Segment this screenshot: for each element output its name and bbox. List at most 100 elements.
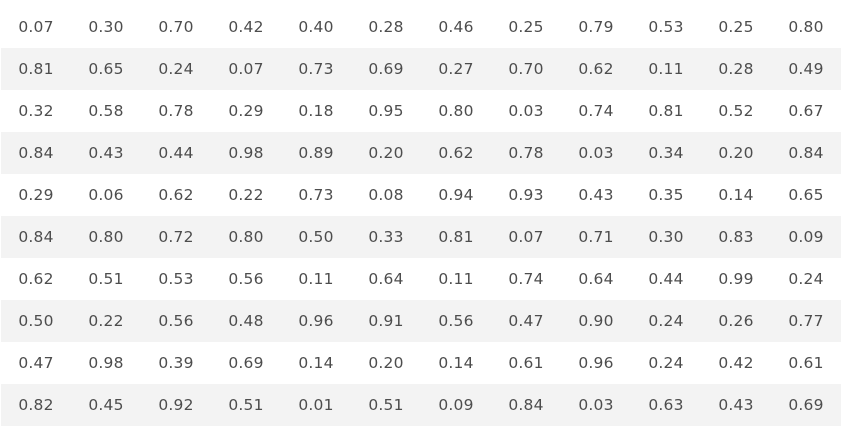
table-cell: 0.44: [631, 258, 701, 300]
table-cell: 0.82: [1, 384, 71, 426]
table-cell: 0.25: [701, 6, 771, 48]
table-cell: 0.25: [491, 6, 561, 48]
data-table: 0.07 0.30 0.70 0.42 0.40 0.28 0.46 0.25 0.79 0.53…: [1, 6, 841, 426]
table-cell: 0.69: [211, 342, 281, 384]
table-cell: 0.43: [701, 384, 771, 426]
table-row: 0.82 0.45 0.92 0.51 0.01 0.51 0.09 0.84 0.03 0.63…: [1, 384, 841, 426]
table-cell: 0.52: [701, 90, 771, 132]
table-row: 0.47 0.98 0.39 0.69 0.14 0.20 0.14 0.61 0.96 0.24…: [1, 342, 841, 384]
table-cell: 0.24: [141, 48, 211, 90]
table-cell: 0.73: [281, 174, 351, 216]
table-cell: 0.92: [141, 384, 211, 426]
table-cell: 0.62: [421, 132, 491, 174]
table-cell: 0.45: [71, 384, 141, 426]
table-cell: 0.69: [771, 384, 841, 426]
table-cell: 0.33: [351, 216, 421, 258]
table-cell: 0.96: [281, 300, 351, 342]
table-cell: 0.84: [491, 384, 561, 426]
table-cell: 0.09: [421, 384, 491, 426]
table-cell: 0.30: [71, 6, 141, 48]
table-cell: 0.14: [421, 342, 491, 384]
table-row: 0.81 0.65 0.24 0.07 0.73 0.69 0.27 0.70 0.62 0.11…: [1, 48, 841, 90]
table-cell: 0.70: [141, 6, 211, 48]
table-cell: 0.67: [771, 90, 841, 132]
table-cell: 0.78: [141, 90, 211, 132]
table-cell: 0.43: [561, 174, 631, 216]
table-cell: 0.14: [701, 174, 771, 216]
table-cell: 0.61: [491, 342, 561, 384]
table-cell: 0.01: [281, 384, 351, 426]
table-cell: 0.81: [421, 216, 491, 258]
table-cell: 0.63: [631, 384, 701, 426]
table-cell: 0.51: [71, 258, 141, 300]
table-cell: 0.65: [771, 174, 841, 216]
table-cell: 0.20: [351, 132, 421, 174]
table-cell: 0.80: [771, 6, 841, 48]
table-cell: 0.24: [771, 258, 841, 300]
table-cell: 0.53: [631, 6, 701, 48]
table-cell: 0.77: [771, 300, 841, 342]
table-cell: 0.80: [71, 216, 141, 258]
table-row: 0.07 0.30 0.70 0.42 0.40 0.28 0.46 0.25 0.79 0.53…: [1, 6, 841, 48]
table-cell: 0.74: [491, 258, 561, 300]
table-cell: 0.50: [1, 300, 71, 342]
table-cell: 0.24: [631, 342, 701, 384]
table-cell: 0.98: [71, 342, 141, 384]
table-cell: 0.69: [351, 48, 421, 90]
table-cell: 0.58: [71, 90, 141, 132]
table-row: 0.29 0.06 0.62 0.22 0.73 0.08 0.94 0.93 0.43 0.35…: [1, 174, 841, 216]
table-cell: 0.74: [561, 90, 631, 132]
table-cell: 0.07: [1, 6, 71, 48]
table-cell: 0.56: [211, 258, 281, 300]
table-cell: 0.24: [631, 300, 701, 342]
table-cell: 0.42: [211, 6, 281, 48]
table-cell: 0.98: [211, 132, 281, 174]
table-cell: 0.47: [491, 300, 561, 342]
table-cell: 0.20: [351, 342, 421, 384]
table-cell: 0.11: [631, 48, 701, 90]
table-row: 0.50 0.22 0.56 0.48 0.96 0.91 0.56 0.47 0.90 0.24…: [1, 300, 841, 342]
table-cell: 0.80: [211, 216, 281, 258]
table-cell: 0.14: [281, 342, 351, 384]
data-table-body: 0.07 0.30 0.70 0.42 0.40 0.28 0.46 0.25 0.79 0.53…: [1, 6, 841, 426]
table-row: 0.32 0.58 0.78 0.29 0.18 0.95 0.80 0.03 0.74 0.81…: [1, 90, 841, 132]
table-row: 0.84 0.80 0.72 0.80 0.50 0.33 0.81 0.07 0.71 0.30…: [1, 216, 841, 258]
table-cell: 0.29: [1, 174, 71, 216]
table-cell: 0.09: [771, 216, 841, 258]
table-cell: 0.94: [421, 174, 491, 216]
table-cell: 0.39: [141, 342, 211, 384]
table-cell: 0.28: [351, 6, 421, 48]
table-cell: 0.35: [631, 174, 701, 216]
table-cell: 0.93: [491, 174, 561, 216]
table-cell: 0.84: [1, 216, 71, 258]
table-cell: 0.03: [561, 384, 631, 426]
table-cell: 0.22: [71, 300, 141, 342]
table-cell: 0.71: [561, 216, 631, 258]
table-cell: 0.56: [141, 300, 211, 342]
table-cell: 0.28: [701, 48, 771, 90]
table-cell: 0.62: [1, 258, 71, 300]
table-cell: 0.80: [421, 90, 491, 132]
table-cell: 0.11: [421, 258, 491, 300]
table-cell: 0.61: [771, 342, 841, 384]
table-cell: 0.64: [561, 258, 631, 300]
table-cell: 0.06: [71, 174, 141, 216]
table-cell: 0.50: [281, 216, 351, 258]
table-cell: 0.73: [281, 48, 351, 90]
table-cell: 0.91: [351, 300, 421, 342]
table-cell: 0.64: [351, 258, 421, 300]
table-cell: 0.11: [281, 258, 351, 300]
table-cell: 0.72: [141, 216, 211, 258]
table-cell: 0.08: [351, 174, 421, 216]
data-table-container: 0.07 0.30 0.70 0.42 0.40 0.28 0.46 0.25 0.79 0.53…: [0, 6, 849, 440]
table-cell: 0.44: [141, 132, 211, 174]
table-cell: 0.48: [211, 300, 281, 342]
table-cell: 0.07: [491, 216, 561, 258]
table-cell: 0.83: [701, 216, 771, 258]
table-cell: 0.27: [421, 48, 491, 90]
table-cell: 0.18: [281, 90, 351, 132]
table-cell: 0.62: [141, 174, 211, 216]
table-cell: 0.40: [281, 6, 351, 48]
table-cell: 0.46: [421, 6, 491, 48]
table-row: 0.62 0.51 0.53 0.56 0.11 0.64 0.11 0.74 0.64 0.44…: [1, 258, 841, 300]
